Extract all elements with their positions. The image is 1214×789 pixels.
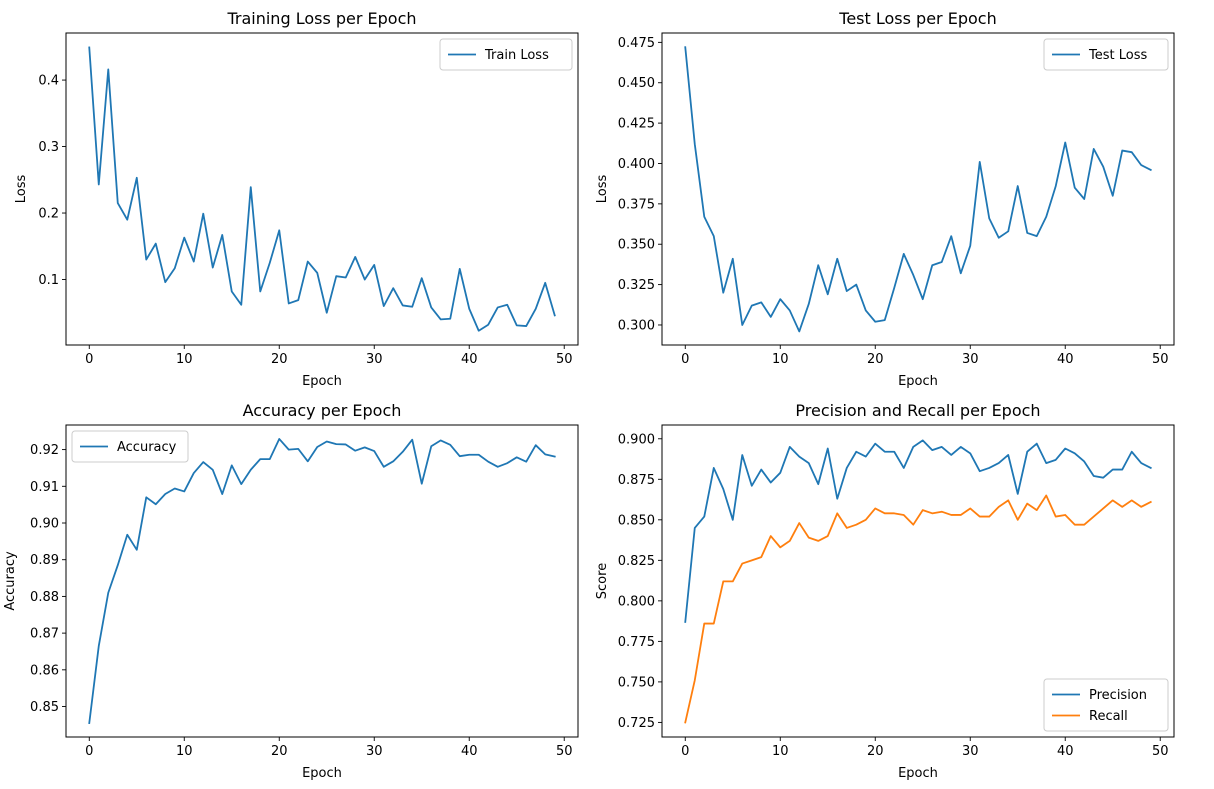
y-tick-label: 0.475 — [618, 36, 655, 51]
series-line-test-loss — [684, 46, 1152, 333]
y-tick-label: 0.750 — [618, 675, 655, 690]
y-tick-label: 0.850 — [618, 513, 655, 528]
y-tick-label: 0.85 — [30, 700, 59, 715]
legend: Test Loss — [1043, 38, 1169, 71]
y-tick-label: 0.300 — [618, 318, 655, 333]
y-tick-label: 0.400 — [618, 157, 655, 172]
y-tick-label: 0.450 — [618, 76, 655, 91]
x-tick-label: 40 — [1057, 744, 1074, 759]
y-tick-label: 0.425 — [618, 117, 655, 132]
legend-label: Recall — [1089, 709, 1128, 724]
y-tick-label: 0.875 — [618, 473, 655, 488]
y-tick-label: 0.4 — [38, 74, 59, 89]
y-tick-label: 0.89 — [30, 553, 59, 568]
legend-box — [439, 38, 573, 71]
x-tick-label: 0 — [681, 744, 689, 759]
x-axis-title: Epoch — [302, 374, 342, 389]
y-tick-label: 0.900 — [618, 432, 655, 447]
x-tick-label: 50 — [556, 352, 573, 367]
x-tick-label: 50 — [1152, 744, 1169, 759]
y-tick-label: 0.3 — [38, 140, 59, 155]
legend: Accuracy — [71, 430, 189, 463]
x-tick-label: 50 — [1152, 352, 1169, 367]
chart-title: Test Loss per Epoch — [838, 9, 996, 28]
y-tick-label: 0.86 — [30, 663, 59, 678]
x-tick-label: 50 — [556, 744, 573, 759]
x-tick-label: 40 — [461, 744, 478, 759]
y-tick-label: 0.92 — [30, 443, 59, 458]
chart-title: Training Loss per Epoch — [226, 9, 416, 28]
chart-panel-1: 0 10 20 30 40 50 0.1 0.2 0.3 0.4 Epoch Loss Training… — [14, 9, 579, 389]
chart-panel-2: 0 10 20 30 40 50 0.300 0.325 0.350 0.375 0.400 0.42… — [595, 9, 1175, 389]
legend-label: Precision — [1089, 688, 1147, 703]
series-line-precision — [684, 439, 1152, 623]
x-tick-label: 30 — [962, 352, 979, 367]
x-axis-title: Epoch — [302, 766, 342, 781]
y-tick-label: 0.90 — [30, 517, 59, 532]
legend-box — [1043, 38, 1169, 71]
y-tick-label: 0.88 — [30, 590, 59, 605]
chart-title: Precision and Recall per Epoch — [795, 401, 1040, 420]
series-line-train-loss — [88, 46, 556, 332]
y-axis-title: Accuracy — [3, 551, 18, 611]
y-tick-label: 0.825 — [618, 554, 655, 569]
y-tick-label: 0.2 — [38, 207, 59, 222]
plot-frame — [661, 32, 1175, 346]
y-tick-label: 0.350 — [618, 238, 655, 253]
legend-label: Accuracy — [117, 440, 177, 455]
y-tick-label: 0.375 — [618, 197, 655, 212]
x-tick-label: 20 — [271, 744, 288, 759]
y-tick-label: 0.800 — [618, 594, 655, 609]
x-axis-title: Epoch — [898, 766, 938, 781]
plot-frame — [661, 424, 1175, 738]
y-tick-label: 0.1 — [38, 273, 59, 288]
y-axis-title: Loss — [595, 175, 610, 204]
x-tick-label: 0 — [85, 352, 93, 367]
x-tick-label: 20 — [867, 352, 884, 367]
chart-panel-4: 0 10 20 30 40 50 0.725 0.750 0.775 0.800 0.825 0.85… — [595, 401, 1175, 781]
legend: Train Loss — [439, 38, 573, 71]
x-tick-label: 30 — [366, 352, 383, 367]
x-axis-title: Epoch — [898, 374, 938, 389]
x-tick-label: 30 — [962, 744, 979, 759]
x-tick-label: 20 — [867, 744, 884, 759]
x-tick-label: 40 — [461, 352, 478, 367]
series-line-accuracy — [88, 438, 556, 725]
x-tick-label: 10 — [772, 352, 789, 367]
plot-frame — [65, 424, 579, 738]
x-tick-label: 10 — [772, 744, 789, 759]
legend-label: Train Loss — [484, 48, 549, 63]
chart-panel-3: 0 10 20 30 40 50 0.85 0.86 0.87 0.88 0.89 0.90 0.91 0… — [3, 401, 579, 781]
x-tick-label: 30 — [366, 744, 383, 759]
y-tick-label: 0.775 — [618, 635, 655, 650]
y-axis-title: Loss — [14, 175, 29, 204]
y-axis-title: Score — [595, 563, 610, 599]
x-tick-label: 10 — [176, 352, 193, 367]
y-tick-label: 0.325 — [618, 278, 655, 293]
legend-label: Test Loss — [1088, 48, 1147, 63]
y-tick-label: 0.725 — [618, 716, 655, 731]
series-line-recall — [684, 494, 1152, 724]
x-tick-label: 0 — [85, 744, 93, 759]
x-tick-label: 10 — [176, 744, 193, 759]
y-tick-label: 0.87 — [30, 627, 59, 642]
x-tick-label: 40 — [1057, 352, 1074, 367]
legend-box — [71, 430, 189, 463]
x-tick-label: 0 — [681, 352, 689, 367]
x-tick-label: 20 — [271, 352, 288, 367]
y-tick-label: 0.91 — [30, 480, 59, 495]
plot-frame — [65, 32, 579, 346]
legend-box — [1043, 678, 1169, 732]
legend: Precision Recall — [1043, 678, 1169, 732]
chart-title: Accuracy per Epoch — [243, 401, 402, 420]
